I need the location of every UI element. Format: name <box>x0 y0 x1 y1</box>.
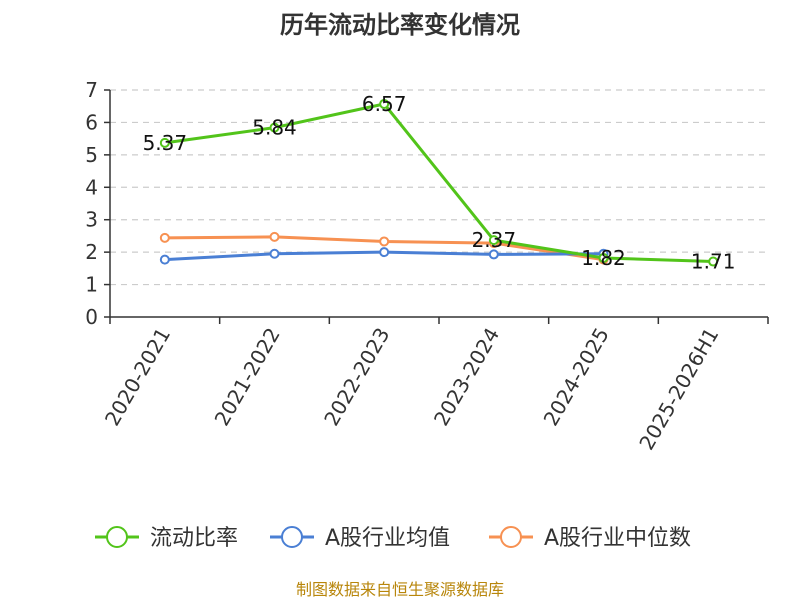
y-tick-label: 4 <box>85 175 98 199</box>
data-label: 2.37 <box>472 228 517 252</box>
data-label: 5.37 <box>143 131 188 155</box>
y-tick-label: 1 <box>85 273 98 297</box>
data-point <box>488 235 499 246</box>
data-label: 1.82 <box>581 246 626 270</box>
y-tick-label: 0 <box>85 305 98 329</box>
data-point <box>708 256 719 267</box>
source-note: 制图数据来自恒生聚源数据库 <box>296 580 504 599</box>
data-label: 6.57 <box>362 92 407 116</box>
data-point <box>598 252 609 263</box>
axes: 0 1 2 3 4 5 6 7 2020-2021 2021-2022 2022-2023 2023-… <box>85 78 769 454</box>
y-tick-label: 7 <box>85 78 98 102</box>
x-tick-label: 2024-2025 <box>539 324 614 430</box>
legend: 流动比率 A股行业均值 A股行业中位数 <box>95 526 691 551</box>
series-line <box>164 102 714 264</box>
data-label: 5.84 <box>252 116 297 140</box>
x-tick-label: 2023-2024 <box>429 324 504 430</box>
data-point <box>159 254 170 265</box>
y-tick-label: 3 <box>85 208 98 232</box>
x-tick-label: 2021-2022 <box>210 324 285 430</box>
data-point <box>269 231 280 242</box>
data-point <box>488 249 499 260</box>
legend-marker <box>281 526 303 548</box>
grid-lines <box>110 89 768 286</box>
y-tick-label: 6 <box>85 110 98 134</box>
legend-label: A股行业中位数 <box>544 526 691 551</box>
data-point <box>269 122 280 133</box>
data-point <box>159 137 170 148</box>
y-tick-label: 5 <box>85 143 98 167</box>
legend-label: A股行业均值 <box>325 526 450 551</box>
data-point <box>379 98 390 109</box>
legend-marker <box>106 526 128 548</box>
data-point <box>159 232 170 243</box>
data-labels: 5.37 5.84 6.57 2.37 1.82 1.71 <box>143 92 736 274</box>
x-tick-label: 2020-2021 <box>100 324 175 430</box>
data-point <box>379 236 390 247</box>
chart-title: 历年流动比率变化情况 <box>280 11 520 39</box>
legend-label: 流动比率 <box>150 526 238 551</box>
data-point <box>379 247 390 258</box>
y-tick-label: 2 <box>85 240 98 264</box>
legend-marker <box>500 526 522 548</box>
x-tick-label: 2025-2026H1 <box>634 324 723 454</box>
x-tick-label: 2022-2023 <box>319 324 394 430</box>
series-group <box>159 98 719 267</box>
data-point <box>269 248 280 259</box>
data-label: 1.71 <box>691 250 736 274</box>
